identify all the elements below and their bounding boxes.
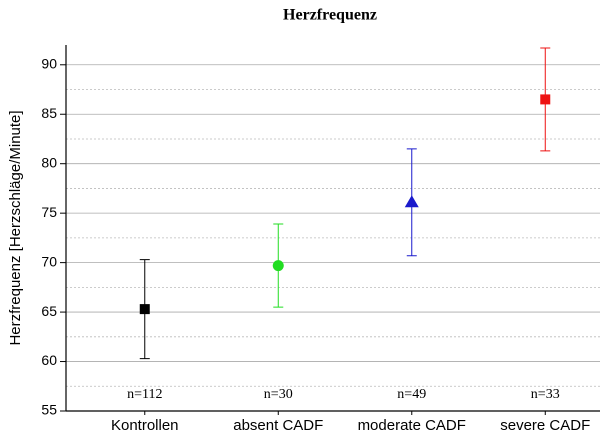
y-tick-label: 90	[41, 55, 57, 71]
annotation: n=49	[397, 387, 426, 402]
y-tick-label: 55	[41, 402, 57, 418]
marker	[272, 260, 284, 272]
y-tick-label: 75	[41, 204, 57, 220]
y-axis-label: Herzfrequenz [Herzschläge/Minute]	[7, 110, 24, 345]
x-tick-label: moderate CADF	[358, 417, 466, 434]
y-tick-label: 60	[41, 352, 57, 368]
y-tick-label: 85	[41, 105, 57, 121]
x-tick-label: absent CADF	[233, 417, 323, 434]
marker	[139, 304, 150, 315]
y-tick-label: 65	[41, 303, 57, 319]
x-tick-label: Kontrollen	[111, 417, 179, 434]
annotation: n=33	[531, 387, 560, 402]
annotation: n=112	[127, 387, 162, 402]
marker	[404, 195, 419, 208]
chart-title: Herzfrequenz	[283, 7, 377, 24]
y-tick-label: 70	[41, 253, 57, 269]
annotation: n=30	[264, 387, 293, 402]
x-tick-label: severe CADF	[500, 417, 590, 434]
marker	[540, 94, 551, 105]
y-tick-label: 80	[41, 154, 57, 170]
